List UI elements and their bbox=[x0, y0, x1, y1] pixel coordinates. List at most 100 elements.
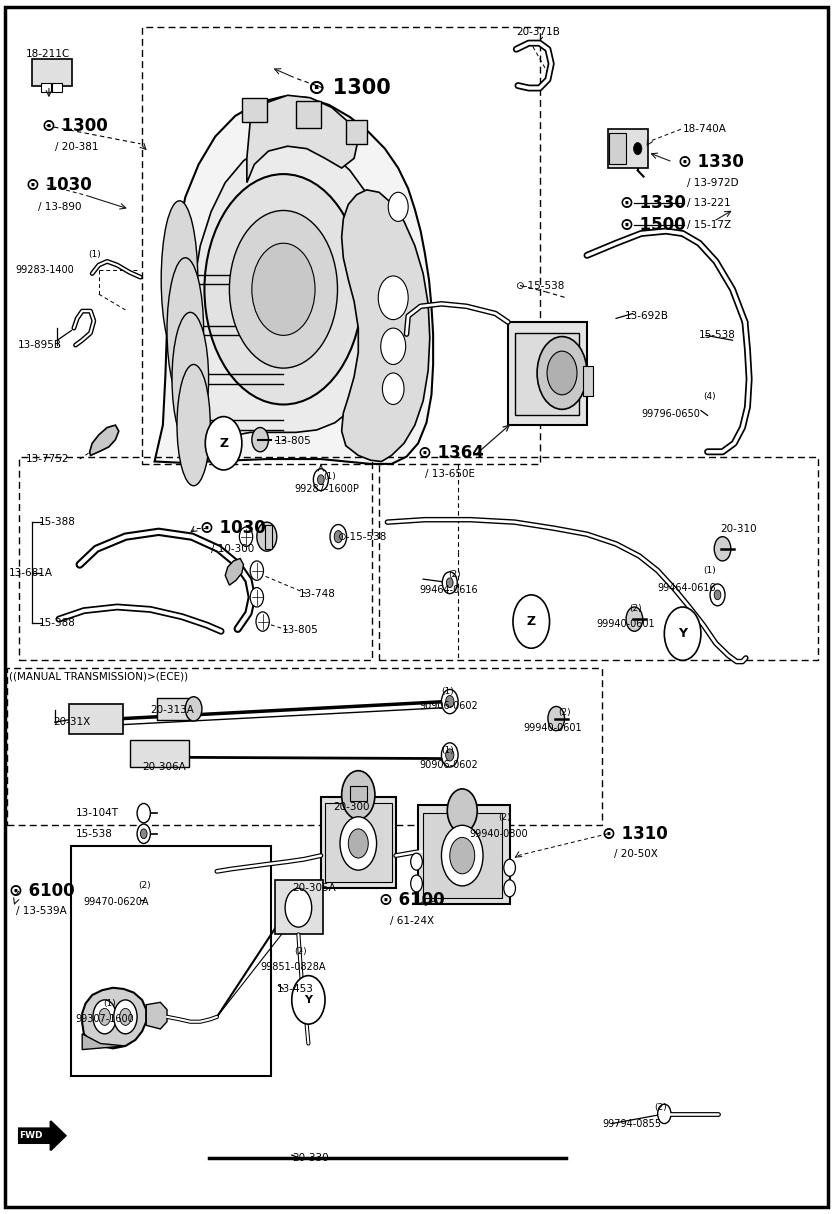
Bar bbox=[610, 132, 626, 164]
Polygon shape bbox=[82, 988, 147, 1049]
Polygon shape bbox=[82, 1034, 126, 1050]
Text: 20-305A: 20-305A bbox=[292, 884, 336, 894]
Circle shape bbox=[93, 1000, 117, 1034]
Circle shape bbox=[710, 584, 725, 606]
Text: 13-748: 13-748 bbox=[298, 589, 336, 599]
Text: / 13-890: / 13-890 bbox=[38, 202, 82, 211]
Text: 20-371B: 20-371B bbox=[516, 27, 560, 38]
Bar bbox=[32, 59, 72, 85]
Bar bbox=[583, 365, 593, 396]
Bar bbox=[379, 456, 818, 660]
Text: (2): (2) bbox=[498, 813, 511, 823]
Text: 13-895B: 13-895B bbox=[17, 340, 62, 350]
Ellipse shape bbox=[177, 364, 210, 486]
Circle shape bbox=[114, 1000, 137, 1034]
Text: ⊙ 6100: ⊙ 6100 bbox=[379, 891, 445, 909]
Text: ⊙-15-538: ⊙-15-538 bbox=[337, 532, 387, 541]
Text: (2): (2) bbox=[138, 881, 151, 890]
Bar bbox=[350, 787, 367, 801]
Text: 90906-0602: 90906-0602 bbox=[419, 760, 478, 770]
Bar bbox=[52, 83, 62, 91]
Circle shape bbox=[441, 826, 483, 886]
Text: 13-7752: 13-7752 bbox=[26, 454, 69, 464]
Circle shape bbox=[285, 889, 312, 927]
Text: 99940-0601: 99940-0601 bbox=[523, 724, 581, 733]
Bar bbox=[7, 668, 602, 826]
Circle shape bbox=[252, 427, 268, 452]
Text: 99940-0601: 99940-0601 bbox=[596, 619, 655, 629]
Text: Z: Z bbox=[219, 437, 228, 450]
Circle shape bbox=[446, 696, 454, 708]
Circle shape bbox=[137, 804, 151, 823]
Circle shape bbox=[185, 697, 202, 721]
Text: ⊙ 1030: ⊙ 1030 bbox=[200, 520, 266, 537]
Circle shape bbox=[411, 853, 422, 870]
Text: FWD: FWD bbox=[19, 1131, 42, 1140]
Text: 13-453: 13-453 bbox=[277, 985, 314, 994]
Circle shape bbox=[313, 469, 328, 490]
Text: / 15-17Z: / 15-17Z bbox=[686, 220, 731, 229]
Circle shape bbox=[665, 607, 701, 660]
Text: / 13-972D: / 13-972D bbox=[686, 177, 738, 188]
Text: 99851-0828A: 99851-0828A bbox=[260, 963, 326, 972]
Circle shape bbox=[252, 243, 315, 335]
Circle shape bbox=[137, 824, 151, 844]
Bar bbox=[130, 741, 189, 767]
Text: ⊙ 1330: ⊙ 1330 bbox=[678, 153, 745, 171]
Text: 15-388: 15-388 bbox=[39, 618, 76, 628]
Text: / 13-650E: / 13-650E bbox=[425, 469, 475, 478]
Circle shape bbox=[504, 880, 516, 897]
Circle shape bbox=[714, 590, 721, 600]
Bar bbox=[346, 119, 367, 143]
Text: 13-805: 13-805 bbox=[282, 625, 318, 635]
Polygon shape bbox=[225, 558, 243, 585]
Ellipse shape bbox=[167, 257, 203, 403]
Text: 20-306A: 20-306A bbox=[142, 762, 186, 772]
Circle shape bbox=[330, 524, 347, 549]
Circle shape bbox=[547, 351, 577, 395]
Bar bbox=[157, 698, 188, 720]
Polygon shape bbox=[147, 1003, 167, 1029]
Polygon shape bbox=[90, 425, 119, 455]
Text: ⊙ 1500: ⊙ 1500 bbox=[621, 216, 686, 234]
Circle shape bbox=[548, 707, 565, 731]
Text: (1): (1) bbox=[323, 471, 336, 481]
Text: (2): (2) bbox=[558, 708, 571, 717]
Circle shape bbox=[442, 572, 457, 594]
Circle shape bbox=[257, 522, 277, 551]
Text: (2): (2) bbox=[655, 1104, 667, 1112]
Text: 15-538: 15-538 bbox=[76, 829, 112, 839]
Circle shape bbox=[334, 531, 342, 543]
Circle shape bbox=[340, 817, 377, 870]
Text: 13-104T: 13-104T bbox=[76, 809, 118, 818]
Text: ⊙ 1310: ⊙ 1310 bbox=[602, 824, 668, 843]
Bar bbox=[321, 798, 396, 889]
Circle shape bbox=[342, 771, 375, 819]
Text: Z: Z bbox=[526, 615, 536, 628]
Text: ⊙ 1364: ⊙ 1364 bbox=[418, 444, 484, 463]
Polygon shape bbox=[182, 141, 385, 447]
Ellipse shape bbox=[172, 312, 208, 446]
Polygon shape bbox=[342, 189, 430, 461]
Text: 99464-0616: 99464-0616 bbox=[419, 585, 477, 595]
Circle shape bbox=[504, 860, 516, 877]
Text: 13-805: 13-805 bbox=[275, 436, 312, 446]
Polygon shape bbox=[19, 1122, 66, 1150]
Text: / 10-300: / 10-300 bbox=[211, 544, 254, 554]
Circle shape bbox=[388, 192, 408, 221]
Text: 20-300: 20-300 bbox=[333, 802, 370, 812]
Text: 18-740A: 18-740A bbox=[682, 124, 726, 135]
Circle shape bbox=[481, 835, 498, 860]
Text: ⊙ 1300: ⊙ 1300 bbox=[308, 78, 392, 98]
Text: ⊙ 1300: ⊙ 1300 bbox=[42, 117, 108, 135]
Bar bbox=[515, 333, 580, 415]
Circle shape bbox=[292, 976, 325, 1025]
Circle shape bbox=[378, 276, 408, 319]
Bar bbox=[423, 813, 502, 898]
Text: ⊙-15-538: ⊙-15-538 bbox=[515, 280, 564, 290]
Circle shape bbox=[120, 1009, 132, 1026]
Circle shape bbox=[99, 1009, 111, 1026]
Text: (1): (1) bbox=[703, 566, 716, 575]
Text: 20-330: 20-330 bbox=[292, 1152, 328, 1163]
Text: 99796-0650: 99796-0650 bbox=[641, 409, 700, 419]
